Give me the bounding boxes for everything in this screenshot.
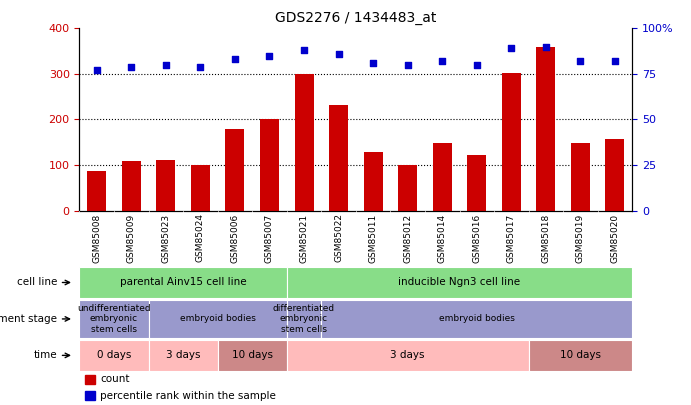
Bar bbox=[529, 340, 632, 371]
Bar bbox=[218, 340, 287, 371]
Title: GDS2276 / 1434483_at: GDS2276 / 1434483_at bbox=[275, 11, 437, 25]
Text: 0 days: 0 days bbox=[97, 350, 131, 360]
Point bbox=[91, 67, 102, 74]
Bar bbox=[571, 143, 590, 211]
Text: count: count bbox=[100, 374, 130, 384]
Point bbox=[160, 62, 171, 68]
Point bbox=[506, 45, 517, 51]
Bar bbox=[85, 391, 95, 400]
Bar bbox=[502, 73, 521, 211]
Bar bbox=[191, 165, 210, 211]
Bar bbox=[329, 105, 348, 211]
Point bbox=[609, 58, 621, 64]
Bar bbox=[122, 161, 141, 211]
Bar bbox=[156, 160, 176, 211]
Point bbox=[264, 53, 275, 59]
Point bbox=[540, 43, 551, 50]
Bar bbox=[87, 171, 106, 211]
Bar bbox=[605, 139, 625, 211]
Text: undifferentiated
embryonic
stem cells: undifferentiated embryonic stem cells bbox=[77, 304, 151, 334]
Point bbox=[437, 58, 448, 64]
Bar bbox=[260, 119, 279, 211]
Bar bbox=[467, 155, 486, 211]
Text: 10 days: 10 days bbox=[560, 350, 601, 360]
Point bbox=[333, 51, 344, 57]
Point bbox=[229, 56, 240, 62]
Text: embryoid bodies: embryoid bodies bbox=[180, 314, 256, 324]
Text: cell line: cell line bbox=[17, 277, 57, 288]
Bar bbox=[225, 130, 245, 211]
Point bbox=[402, 62, 413, 68]
Point bbox=[575, 58, 586, 64]
Text: time: time bbox=[34, 350, 57, 360]
Bar bbox=[321, 300, 632, 338]
Bar bbox=[294, 74, 314, 211]
Bar bbox=[287, 340, 529, 371]
Text: parental Ainv15 cell line: parental Ainv15 cell line bbox=[120, 277, 247, 288]
Bar bbox=[149, 300, 287, 338]
Text: 3 days: 3 days bbox=[166, 350, 200, 360]
Text: inducible Ngn3 cell line: inducible Ngn3 cell line bbox=[399, 277, 520, 288]
Bar bbox=[433, 143, 452, 211]
Bar bbox=[287, 300, 321, 338]
Text: 10 days: 10 days bbox=[231, 350, 273, 360]
Text: percentile rank within the sample: percentile rank within the sample bbox=[100, 390, 276, 401]
Bar bbox=[79, 267, 287, 298]
Bar bbox=[398, 165, 417, 211]
Point bbox=[299, 47, 310, 53]
Bar bbox=[79, 300, 149, 338]
Bar bbox=[85, 375, 95, 384]
Point bbox=[195, 63, 206, 70]
Point bbox=[471, 62, 482, 68]
Point bbox=[368, 60, 379, 66]
Text: development stage: development stage bbox=[0, 314, 57, 324]
Bar bbox=[363, 152, 383, 211]
Text: differentiated
embryonic
stem cells: differentiated embryonic stem cells bbox=[273, 304, 335, 334]
Point bbox=[126, 63, 137, 70]
Bar bbox=[287, 267, 632, 298]
Bar bbox=[149, 340, 218, 371]
Bar bbox=[536, 47, 556, 211]
Bar bbox=[79, 340, 149, 371]
Text: 3 days: 3 days bbox=[390, 350, 425, 360]
Text: embryoid bodies: embryoid bodies bbox=[439, 314, 515, 324]
